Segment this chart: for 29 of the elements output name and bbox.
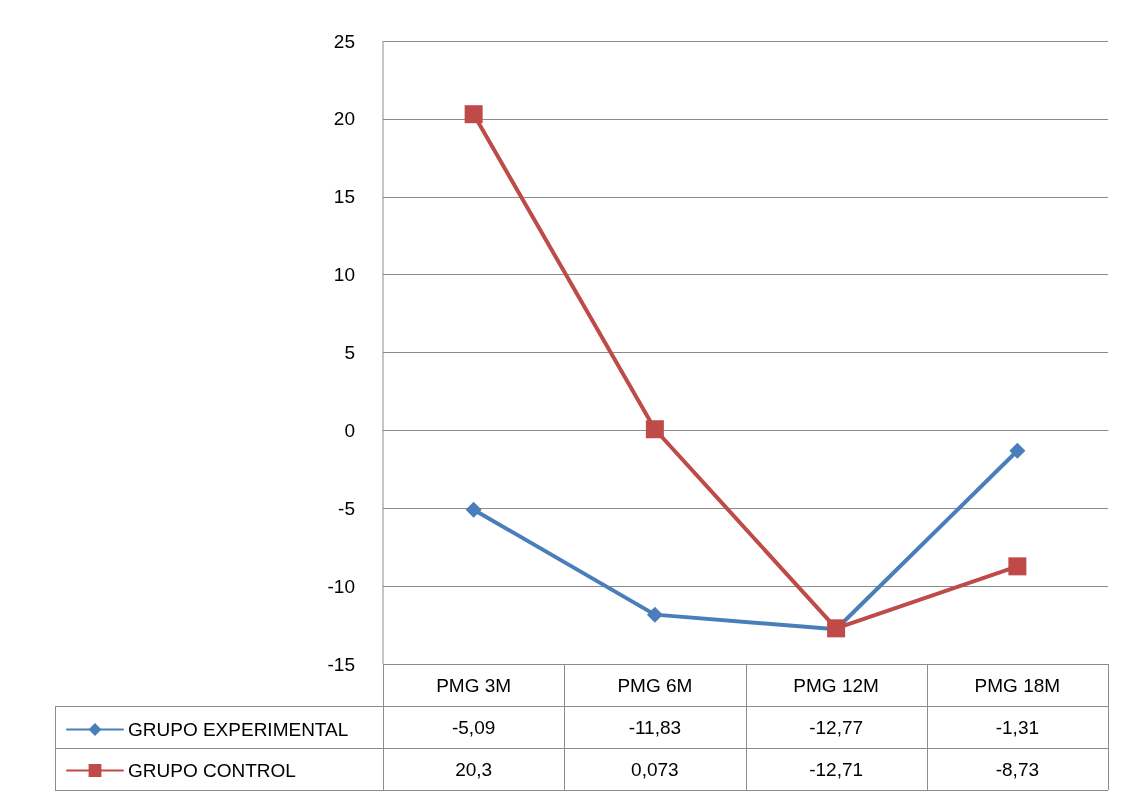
x-tick-label: PMG 12M [793,675,879,696]
x-tick-label: PMG 6M [617,675,693,696]
y-tick-label: 25 [333,30,355,52]
point [645,420,664,439]
point [1008,557,1027,576]
data-label: -8,73 [995,758,1040,780]
data-label: 0,073 [631,758,679,780]
legend-label: GRUPO EXPERIMENTAL [128,719,349,740]
point [1009,442,1026,459]
point [465,501,482,518]
point [646,606,663,623]
y-tick-label: -5 [338,497,355,519]
y-tick-label: -15 [327,653,355,675]
data-label: -11,83 [628,716,682,738]
point [464,105,483,124]
legend-label: GRUPO CONTROL [128,760,296,781]
data-label: -1,31 [995,716,1040,738]
y-tick-label: 20 [333,108,355,130]
x-tick-label: PMG 3M [436,675,512,696]
y-tick-label: 5 [344,342,355,363]
y-tick-label: 10 [333,264,355,286]
data-label: -12,71 [809,758,864,780]
data-label: 20,3 [455,758,493,780]
y-tick-label: -10 [327,575,355,597]
x-tick-label: PMG 18M [974,675,1061,696]
y-tick-label: 0 [344,419,355,441]
y-tick-label: 15 [333,186,355,208]
data-label: -5,09 [451,716,496,738]
data-label: -12,77 [809,716,864,738]
